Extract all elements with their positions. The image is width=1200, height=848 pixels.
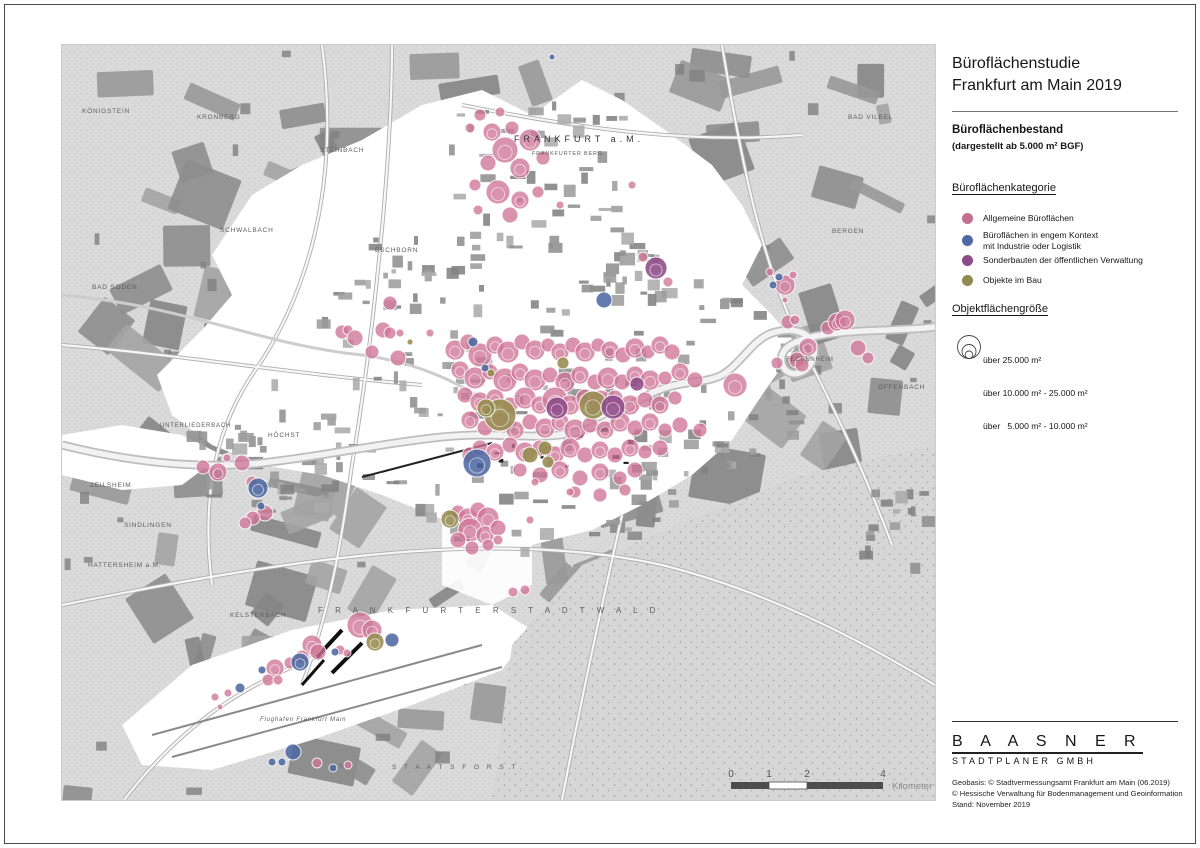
imprint-block: B A A S N E R STADTPLANER GMBH Geobasis:… (952, 721, 1183, 810)
svg-text:2: 2 (804, 769, 810, 780)
svg-text:BAD SODEN: BAD SODEN (92, 284, 138, 291)
size-classes: über 25.000 m² über 10.000 m² - 25.000 m… (983, 333, 1088, 454)
credit-line-1: Geobasis: © Stadtvermessungsamt Frankfur… (952, 778, 1170, 787)
firm-logo: B A A S N E R (952, 733, 1143, 754)
map-canvas: KÖNIGSTEIN KRONBERG STEINBACH SCHWALBACH BAD… (61, 44, 936, 801)
size-class-2: über 10.000 m² - 25.000 m² (983, 388, 1088, 398)
legend-label: Allgemeine Büroflächen (983, 213, 1074, 223)
svg-text:0: 0 (728, 769, 734, 780)
svg-text:HÖCHST: HÖCHST (268, 431, 300, 439)
category-dot-purple (962, 255, 973, 266)
section-bestand-title: Büroflächenbestand (952, 124, 1064, 136)
size-heading: Objektflächengröße (952, 303, 1048, 315)
nested-circles-icon (957, 335, 981, 360)
svg-text:FRANKFURT a.M.: FRANKFURT a.M. (514, 134, 644, 144)
svg-text:KRONBERG: KRONBERG (197, 114, 241, 121)
svg-text:Kilometer: Kilometer (892, 781, 932, 792)
svg-text:S T A A T S F O R S T: S T A A T S F O R S T (392, 764, 518, 771)
size-class-3: über 5.000 m² - 10.000 m² (983, 421, 1088, 431)
svg-text:F R A N K F U R T E R S T A: F R A N K F U R T E R S T A D T W A L D (318, 606, 660, 615)
svg-text:1: 1 (766, 769, 772, 780)
svg-text:Flughafen Frankfurt Main: Flughafen Frankfurt Main (260, 717, 346, 723)
svg-text:SCHWALBACH: SCHWALBACH (220, 227, 274, 234)
map-credits: Geobasis: © Stadtvermessungsamt Frankfur… (952, 777, 1183, 810)
credit-line-3: Stand: November 2019 (952, 800, 1031, 809)
svg-text:SINDLINGEN: SINDLINGEN (124, 522, 172, 529)
category-dot-blue (962, 235, 973, 246)
legend-label: Büroflächen in engem Kontext (983, 230, 1099, 240)
size-class-1: über 25.000 m² (983, 355, 1042, 365)
svg-text:4: 4 (880, 769, 886, 780)
legend-label-line2: mit Industrie oder Logistik (983, 240, 1081, 251)
svg-text:BERGEN: BERGEN (832, 228, 864, 235)
legend-label: Sonderbauten der öffentlichen Verwaltung (983, 255, 1143, 265)
svg-text:HATTERSHEIM a.M.: HATTERSHEIM a.M. (88, 562, 161, 569)
credit-line-2: © Hessische Verwaltung für Bodenmanageme… (952, 789, 1183, 798)
category-dot-olive (962, 275, 973, 286)
svg-text:STEINBACH: STEINBACH (320, 147, 364, 154)
section-bestand-subtitle: (dargestellt ab 5.000 m² BGF) (952, 141, 1084, 152)
svg-text:UNTERLIEDERBACH: UNTERLIEDERBACH (160, 423, 231, 429)
svg-text:BAD VILBEL: BAD VILBEL (848, 114, 893, 121)
svg-text:FECHENHEIM: FECHENHEIM (786, 357, 834, 363)
legend-label: Objekte im Bau (983, 275, 1042, 285)
imprint-divider (952, 721, 1178, 722)
firm-subtitle: STADTPLANER GMBH (952, 756, 1096, 766)
frankfurt-base-map: KÖNIGSTEIN KRONBERG STEINBACH SCHWALBACH BAD… (62, 45, 935, 800)
svg-text:KÖNIGSTEIN: KÖNIGSTEIN (82, 107, 130, 115)
svg-text:KELSTERBACH: KELSTERBACH (230, 612, 286, 619)
svg-text:ZEILSHEIM: ZEILSHEIM (90, 482, 132, 489)
category-heading: Büroflächenkategorie (952, 182, 1056, 194)
svg-text:OFFENBACH: OFFENBACH (878, 384, 925, 391)
divider (952, 111, 1178, 112)
legend-panel: Büroflächenstudie Frankfurt am Main 2019… (952, 45, 1186, 809)
svg-text:FRANKFURTER BERG: FRANKFURTER BERG (532, 151, 603, 157)
page-title: Büroflächenstudie Frankfurt am Main 2019 (952, 53, 1122, 97)
title-line2: Frankfurt am Main 2019 (952, 77, 1122, 94)
svg-text:ESCHBORN: ESCHBORN (375, 247, 418, 254)
title-line1: Büroflächenstudie (952, 55, 1081, 72)
category-dot-pink (962, 213, 973, 224)
